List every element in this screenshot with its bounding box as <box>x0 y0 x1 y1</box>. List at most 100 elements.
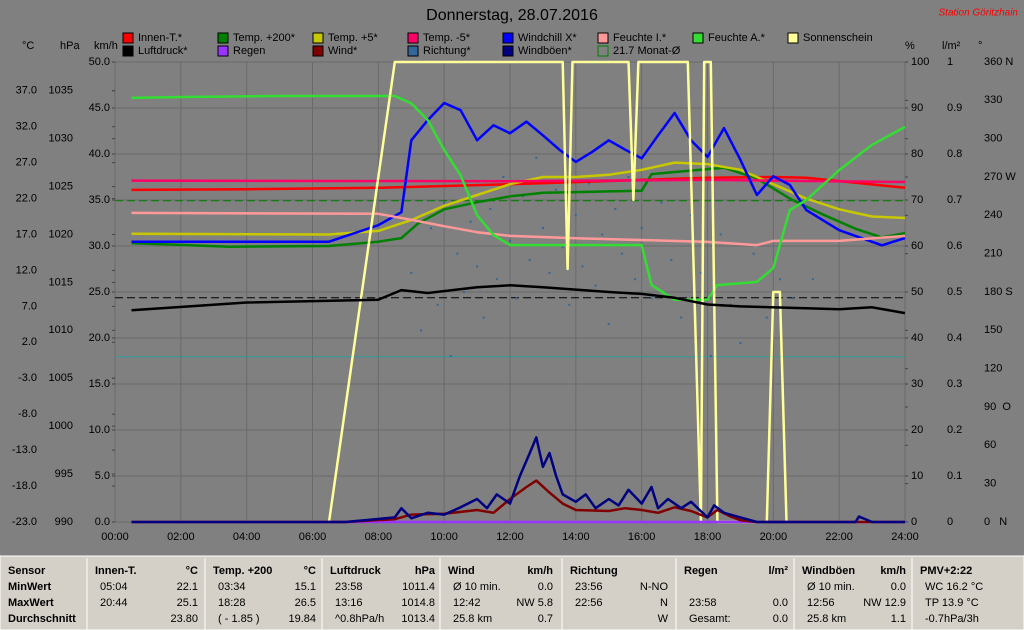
y-tick-label: 990 <box>55 516 73 528</box>
stats-cell: 23:58 <box>335 581 363 593</box>
stats-cell: 20:44 <box>100 597 128 609</box>
y-tick-label: 1035 <box>49 85 73 97</box>
y-tick-label: 60 <box>911 240 923 252</box>
y-tick-label: 37.0 <box>16 85 37 97</box>
y-tick-label: 50.0 <box>89 56 110 68</box>
x-tick-label: 24:00 <box>891 531 919 543</box>
direction-point <box>420 329 423 332</box>
direction-point <box>574 214 577 217</box>
stats-cell: NW 5.8 <box>516 597 553 609</box>
stats-header: Sensor <box>8 565 46 577</box>
y-tick-label: 995 <box>55 468 73 480</box>
stats-header: Luftdruck <box>330 565 382 577</box>
legend-swatch <box>502 45 514 57</box>
y-tick-label: 0.3 <box>947 378 962 390</box>
series-line <box>131 178 906 184</box>
series-line <box>131 436 905 524</box>
stats-unit: °C <box>186 565 198 577</box>
x-tick-label: 12:00 <box>496 531 524 543</box>
direction-point <box>410 271 413 274</box>
y-tick-label: -3.0 <box>18 372 37 384</box>
legend-swatch <box>597 45 609 57</box>
direction-point <box>699 271 702 274</box>
direction-point <box>528 259 531 262</box>
stats-cell: 25.1 <box>177 597 198 609</box>
direction-point <box>594 284 597 287</box>
stats-cell: 19.84 <box>288 613 316 625</box>
stats-cell: 18:28 <box>218 597 246 609</box>
direction-point <box>476 265 479 268</box>
station-name: Station Göritzhain <box>939 8 1019 19</box>
direction-point <box>670 259 673 262</box>
stats-cell: W <box>658 613 669 625</box>
stats-cell: -0.7hPa/3h <box>925 613 979 625</box>
y-tick-label: 330 <box>984 94 1002 106</box>
legend-swatch <box>692 32 704 44</box>
stats-cell: 0.7 <box>538 613 553 625</box>
legend-swatch <box>312 32 324 44</box>
direction-point <box>607 322 610 325</box>
direction-point <box>456 252 459 255</box>
series-line <box>131 166 906 248</box>
direction-point <box>627 176 630 178</box>
direction-point <box>614 207 617 210</box>
legend-label: Sonnenschein <box>803 32 873 44</box>
stats-cell: 1013.4 <box>401 613 435 625</box>
stats-cell: Ø 10 min. <box>453 581 501 593</box>
direction-point <box>495 278 498 281</box>
stats-cell: 0.0 <box>891 581 906 593</box>
direction-point <box>568 303 571 306</box>
legend-label: Luftdruck* <box>138 45 188 57</box>
stats-cell: 13:16 <box>335 597 363 609</box>
direction-point <box>719 233 722 236</box>
direction-point <box>443 201 446 204</box>
y-tick-label: 360 N <box>984 56 1013 68</box>
axis-unit: % <box>905 40 915 52</box>
direction-point <box>469 220 472 223</box>
stats-row-label: Durchschnitt <box>8 613 76 625</box>
stats-header: Innen-T. <box>95 565 137 577</box>
stats-cell: 0.0 <box>773 597 788 609</box>
y-tick-label: 20.0 <box>89 332 110 344</box>
direction-point <box>778 278 781 281</box>
y-tick-label: 35.0 <box>89 194 110 206</box>
stats-row-label: MaxWert <box>8 597 54 609</box>
stats-cell: WC 16.2 °C <box>925 581 983 593</box>
stats-header: Richtung <box>570 565 618 577</box>
direction-point <box>502 176 505 178</box>
stats-cell: N <box>660 597 668 609</box>
direction-point <box>650 297 653 300</box>
legend-label: Wind* <box>328 45 358 57</box>
direction-point <box>709 354 712 357</box>
stats-cell: 05:04 <box>100 581 128 593</box>
y-tick-label: 32.0 <box>16 121 37 133</box>
y-tick-label: -13.0 <box>12 444 37 456</box>
y-tick-label: 50 <box>911 286 923 298</box>
stats-cell: 23:56 <box>575 581 603 593</box>
stats-unit: l/m² <box>768 565 788 577</box>
x-tick-label: 06:00 <box>299 531 327 543</box>
stats-cell: 25.8 km <box>807 613 846 625</box>
x-tick-label: 10:00 <box>430 531 458 543</box>
stats-cell: NW 12.9 <box>863 597 906 609</box>
legend-label: Richtung* <box>423 45 471 57</box>
legend-label: 21.7 Monat-Ø <box>613 45 681 57</box>
y-tick-label: 150 <box>984 324 1002 336</box>
direction-point <box>555 188 558 191</box>
y-tick-label: 0.6 <box>947 240 962 252</box>
stats-cell: 12:56 <box>807 597 835 609</box>
axis-unit: hPa <box>60 40 80 52</box>
x-tick-label: 00:00 <box>101 531 129 543</box>
direction-point <box>515 297 518 300</box>
direction-point <box>660 201 663 204</box>
series-line <box>131 101 906 247</box>
chart-title: Donnerstag, 28.07.2016 <box>426 7 598 24</box>
legend-swatch <box>122 45 134 57</box>
direction-point <box>620 252 623 255</box>
legend-label: Temp. -5* <box>423 32 471 44</box>
direction-point <box>548 271 551 274</box>
y-tick-label: 20 <box>911 424 923 436</box>
y-tick-label: 2.0 <box>22 336 37 348</box>
y-tick-label: 1010 <box>49 324 73 336</box>
